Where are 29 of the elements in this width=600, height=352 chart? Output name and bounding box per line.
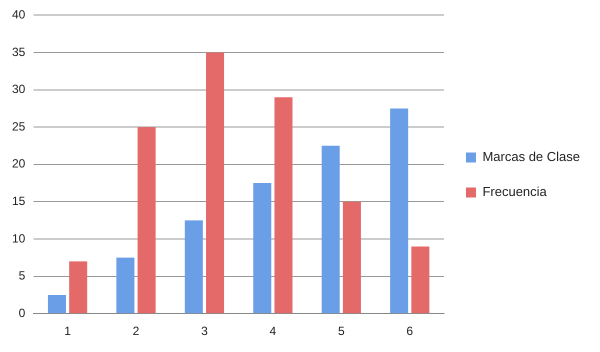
bar bbox=[184, 220, 203, 314]
y-tick-label: 40 bbox=[12, 8, 26, 22]
y-tick-label: 0 bbox=[18, 306, 26, 320]
bar bbox=[138, 127, 156, 314]
y-tick-label: 5 bbox=[18, 268, 26, 283]
bar bbox=[274, 97, 292, 314]
y-tick-label: 10 bbox=[12, 231, 26, 246]
legend-label: Frecuencia bbox=[482, 184, 548, 200]
bar bbox=[390, 108, 408, 314]
bar bbox=[206, 52, 224, 314]
x-tick-label: 4 bbox=[270, 324, 277, 338]
y-tick-label: 35 bbox=[12, 44, 26, 59]
bar bbox=[411, 246, 430, 314]
bar bbox=[48, 294, 66, 314]
y-tick-label: 20 bbox=[12, 156, 26, 171]
y-tick-label: 25 bbox=[12, 119, 26, 134]
bar bbox=[69, 261, 88, 314]
bar bbox=[116, 258, 134, 314]
y-tick-label: 30 bbox=[12, 82, 26, 96]
legend-label: Marcas de Clase bbox=[482, 149, 580, 164]
x-tick-label: 3 bbox=[201, 324, 208, 338]
x-tick-label: 6 bbox=[406, 324, 414, 338]
x-tick-label: 5 bbox=[338, 324, 345, 338]
x-tick-label: 1 bbox=[64, 324, 72, 338]
y-tick-label: 15 bbox=[12, 194, 26, 208]
bar bbox=[342, 202, 361, 314]
x-tick-label: 2 bbox=[132, 324, 140, 338]
bar bbox=[253, 183, 272, 314]
bar bbox=[322, 146, 340, 314]
